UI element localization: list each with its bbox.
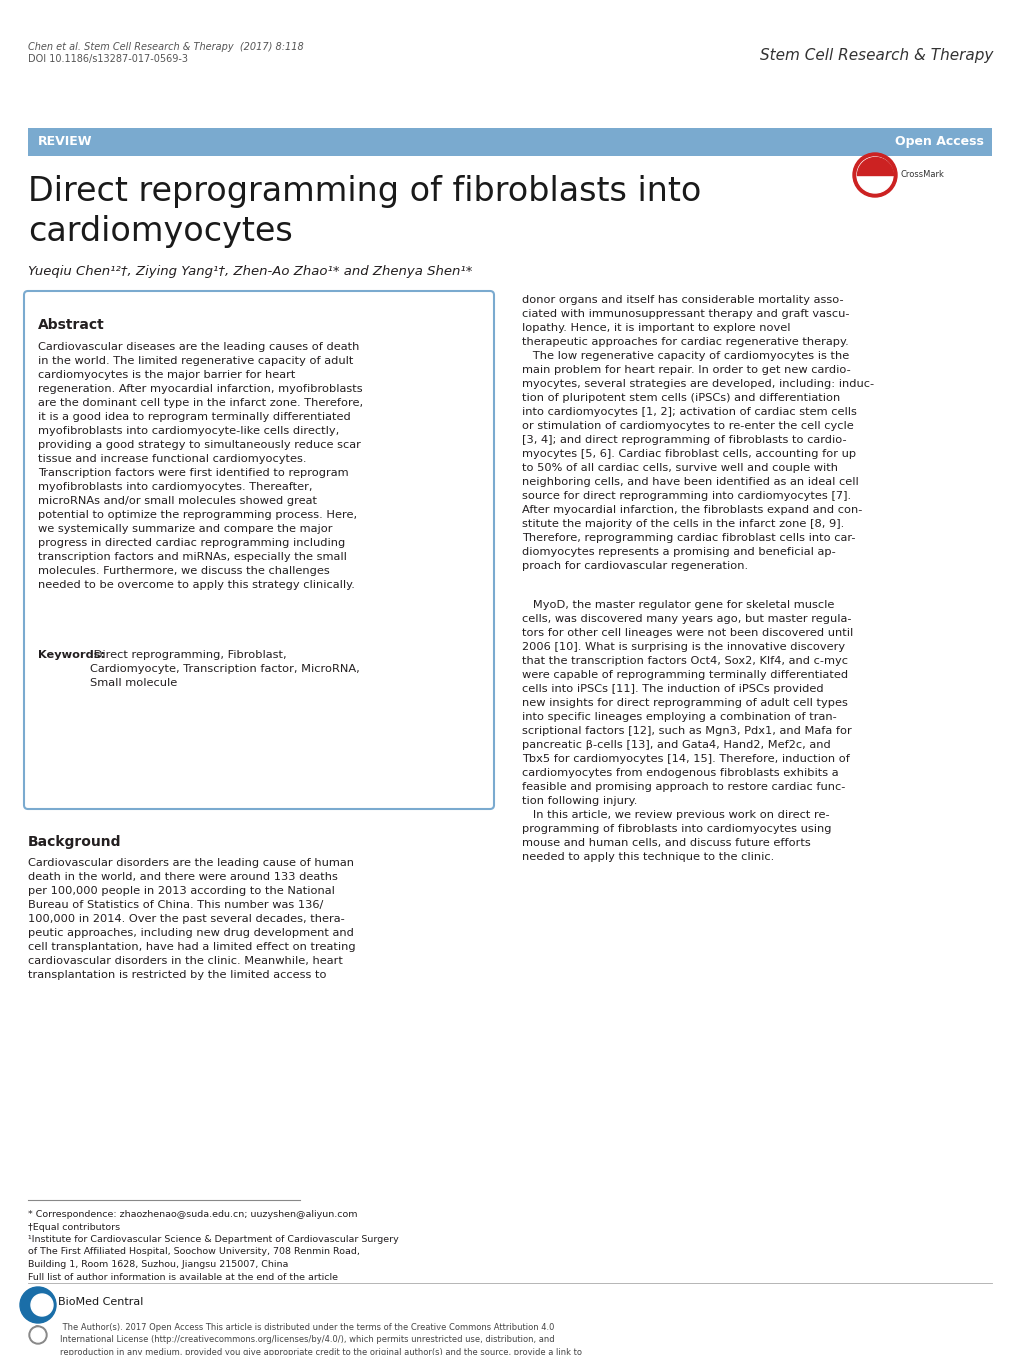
Text: MyoD, the master regulator gene for skeletal muscle
cells, was discovered many y: MyoD, the master regulator gene for skel… — [522, 600, 853, 862]
Text: Direct reprogramming of fibroblasts into: Direct reprogramming of fibroblasts into — [28, 175, 701, 209]
Text: BioMed Central: BioMed Central — [58, 1297, 144, 1308]
Text: Direct reprogramming, Fibroblast,
Cardiomyocyte, Transcription factor, MicroRNA,: Direct reprogramming, Fibroblast, Cardio… — [90, 650, 360, 688]
Text: Cardiovascular disorders are the leading cause of human
death in the world, and : Cardiovascular disorders are the leading… — [28, 858, 356, 980]
Text: DOI 10.1186/s13287-017-0569-3: DOI 10.1186/s13287-017-0569-3 — [28, 54, 187, 64]
Text: Cardiovascular diseases are the leading causes of death
in the world. The limite: Cardiovascular diseases are the leading … — [38, 341, 363, 589]
Circle shape — [852, 153, 896, 196]
Circle shape — [31, 1328, 45, 1341]
Text: Abstract: Abstract — [38, 318, 105, 332]
Text: donor organs and itself has considerable mortality asso-
ciated with immunosuppr: donor organs and itself has considerable… — [522, 295, 873, 570]
Circle shape — [31, 1294, 53, 1316]
Text: Keywords:: Keywords: — [38, 650, 105, 660]
Text: cardiomyocytes: cardiomyocytes — [28, 215, 292, 248]
Text: REVIEW: REVIEW — [38, 136, 93, 148]
Text: The Author(s). 2017 Open Access This article is distributed under the terms of t: The Author(s). 2017 Open Access This art… — [60, 1322, 598, 1355]
Circle shape — [20, 1287, 56, 1322]
Text: ©: © — [33, 1325, 41, 1335]
Text: Yueqiu Chen¹²†, Ziying Yang¹†, Zhen-Ao Zhao¹* and Zhenya Shen¹*: Yueqiu Chen¹²†, Ziying Yang¹†, Zhen-Ao Z… — [28, 266, 472, 278]
FancyBboxPatch shape — [24, 291, 493, 809]
Text: * Correspondence: zhaozhenao@suda.edu.cn; uuzyshen@aliyun.com
†Equal contributor: * Correspondence: zhaozhenao@suda.edu.cn… — [28, 1210, 398, 1282]
Text: CrossMark: CrossMark — [900, 169, 944, 179]
Text: Chen et al. Stem Cell Research & Therapy  (2017) 8:118: Chen et al. Stem Cell Research & Therapy… — [28, 42, 304, 51]
FancyBboxPatch shape — [28, 127, 991, 156]
Text: Open Access: Open Access — [895, 136, 983, 148]
Text: Stem Cell Research & Therapy: Stem Cell Research & Therapy — [759, 47, 993, 62]
Circle shape — [29, 1327, 47, 1344]
Circle shape — [856, 157, 892, 192]
Text: Background: Background — [28, 835, 121, 850]
